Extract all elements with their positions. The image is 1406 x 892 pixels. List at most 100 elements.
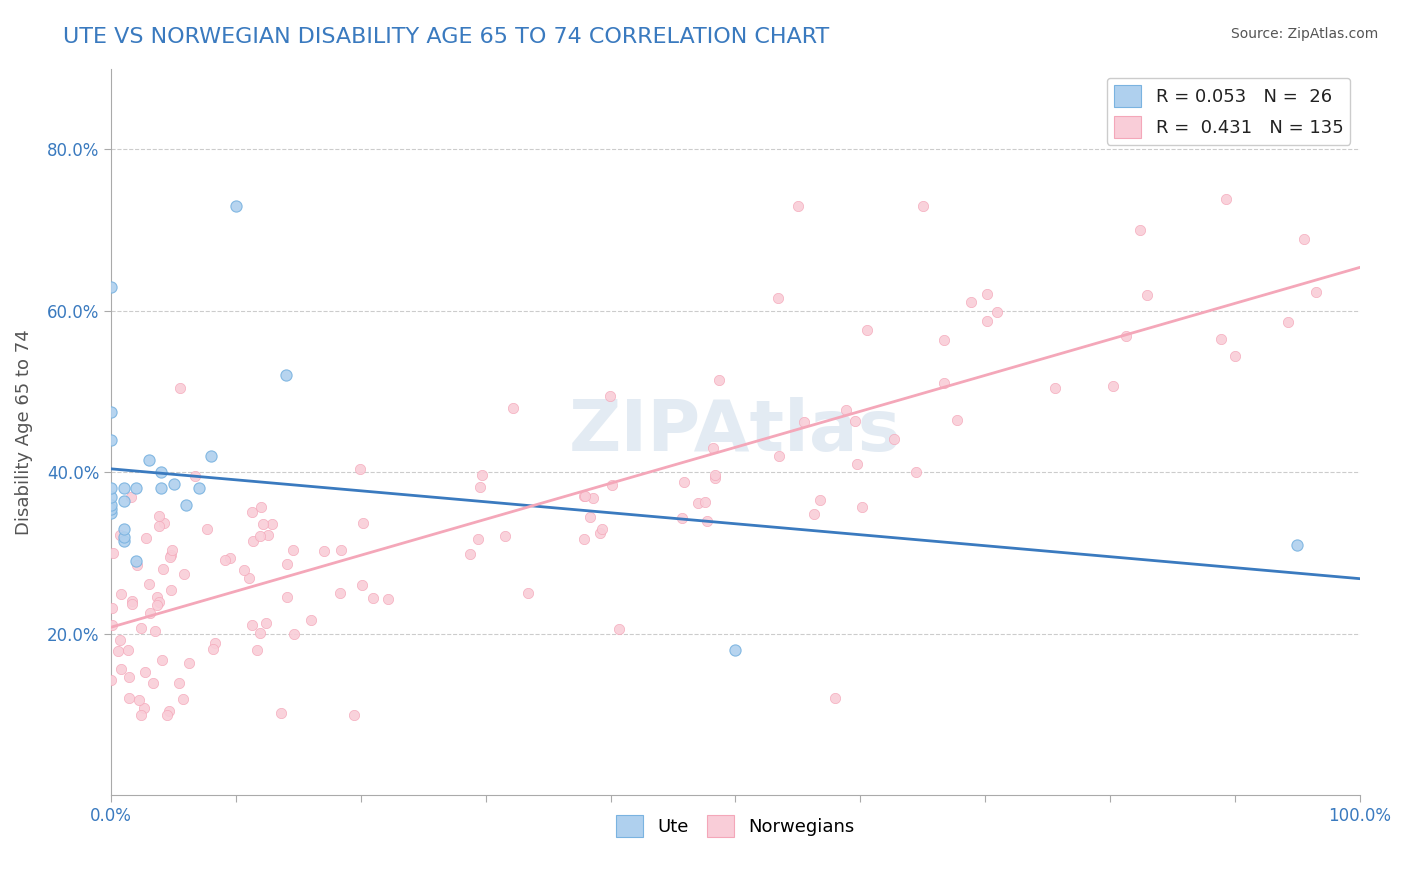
Point xyxy=(169,381,191,395)
Point xyxy=(352,577,374,591)
Point xyxy=(125,558,148,572)
Point xyxy=(204,636,226,650)
Point xyxy=(246,643,269,657)
Point xyxy=(148,519,170,533)
Point xyxy=(254,616,277,631)
Point xyxy=(1115,329,1137,343)
Point xyxy=(361,591,384,605)
Point xyxy=(1223,349,1246,363)
Point xyxy=(312,543,335,558)
Point xyxy=(835,403,858,417)
Point xyxy=(138,577,160,591)
Point xyxy=(283,627,305,641)
Point xyxy=(100,506,122,520)
Point xyxy=(242,533,264,548)
Point xyxy=(249,500,271,515)
Point xyxy=(260,517,283,532)
Point xyxy=(599,389,621,403)
Point xyxy=(118,670,141,684)
Point xyxy=(934,333,956,347)
Point xyxy=(793,415,815,429)
Point xyxy=(582,491,605,505)
Point xyxy=(299,613,322,627)
Point xyxy=(201,642,224,657)
Point xyxy=(494,528,516,542)
Point xyxy=(172,691,194,706)
Point xyxy=(146,598,169,612)
Point xyxy=(118,691,141,706)
Point xyxy=(117,643,139,657)
Point xyxy=(159,549,181,564)
Point xyxy=(238,571,260,585)
Point xyxy=(128,692,150,706)
Point xyxy=(976,286,998,301)
Point xyxy=(184,468,207,483)
Point xyxy=(135,531,157,545)
Point xyxy=(572,533,595,547)
Point xyxy=(696,514,718,528)
Point xyxy=(187,482,209,496)
Point xyxy=(240,505,263,519)
Point xyxy=(1294,232,1316,246)
Point xyxy=(153,516,176,530)
Legend: Ute, Norwegians: Ute, Norwegians xyxy=(609,808,862,845)
Point xyxy=(200,449,222,463)
Point xyxy=(100,482,122,496)
Point xyxy=(1211,332,1233,346)
Point xyxy=(167,676,190,690)
Point xyxy=(174,498,197,512)
Point xyxy=(1277,315,1299,329)
Point xyxy=(218,550,240,565)
Point xyxy=(458,548,481,562)
Point xyxy=(110,662,132,676)
Point xyxy=(932,376,955,390)
Point xyxy=(112,482,135,496)
Point xyxy=(946,413,969,427)
Point xyxy=(225,199,247,213)
Point xyxy=(240,618,263,632)
Point xyxy=(134,665,156,680)
Point xyxy=(249,529,271,543)
Point xyxy=(112,493,135,508)
Point xyxy=(101,601,124,615)
Point xyxy=(148,595,170,609)
Point xyxy=(156,707,179,722)
Point xyxy=(173,567,195,582)
Point xyxy=(100,673,122,688)
Point xyxy=(574,489,596,503)
Point xyxy=(152,562,174,576)
Point xyxy=(121,594,143,608)
Point xyxy=(112,530,135,544)
Point xyxy=(157,704,180,718)
Point xyxy=(112,522,135,536)
Point xyxy=(100,279,122,293)
Point xyxy=(607,622,630,636)
Point xyxy=(349,461,371,475)
Point xyxy=(1102,379,1125,393)
Point xyxy=(516,586,538,600)
Point xyxy=(883,432,905,446)
Point xyxy=(768,449,790,463)
Point xyxy=(138,453,160,467)
Point xyxy=(142,676,165,690)
Point xyxy=(143,624,166,638)
Point xyxy=(824,691,846,706)
Y-axis label: Disability Age 65 to 74: Disability Age 65 to 74 xyxy=(15,329,32,535)
Point xyxy=(855,323,877,337)
Point xyxy=(159,583,181,598)
Point xyxy=(100,501,122,516)
Point xyxy=(162,543,184,558)
Point xyxy=(276,557,298,571)
Point xyxy=(724,643,747,657)
Point xyxy=(125,554,148,568)
Point xyxy=(471,467,494,482)
Text: ZIPAtlas: ZIPAtlas xyxy=(569,398,901,467)
Point xyxy=(148,508,170,523)
Point xyxy=(1215,192,1237,206)
Point xyxy=(502,401,524,415)
Point xyxy=(976,313,998,327)
Point xyxy=(1136,288,1159,302)
Point xyxy=(329,586,352,600)
Point xyxy=(572,489,595,503)
Point xyxy=(150,653,173,667)
